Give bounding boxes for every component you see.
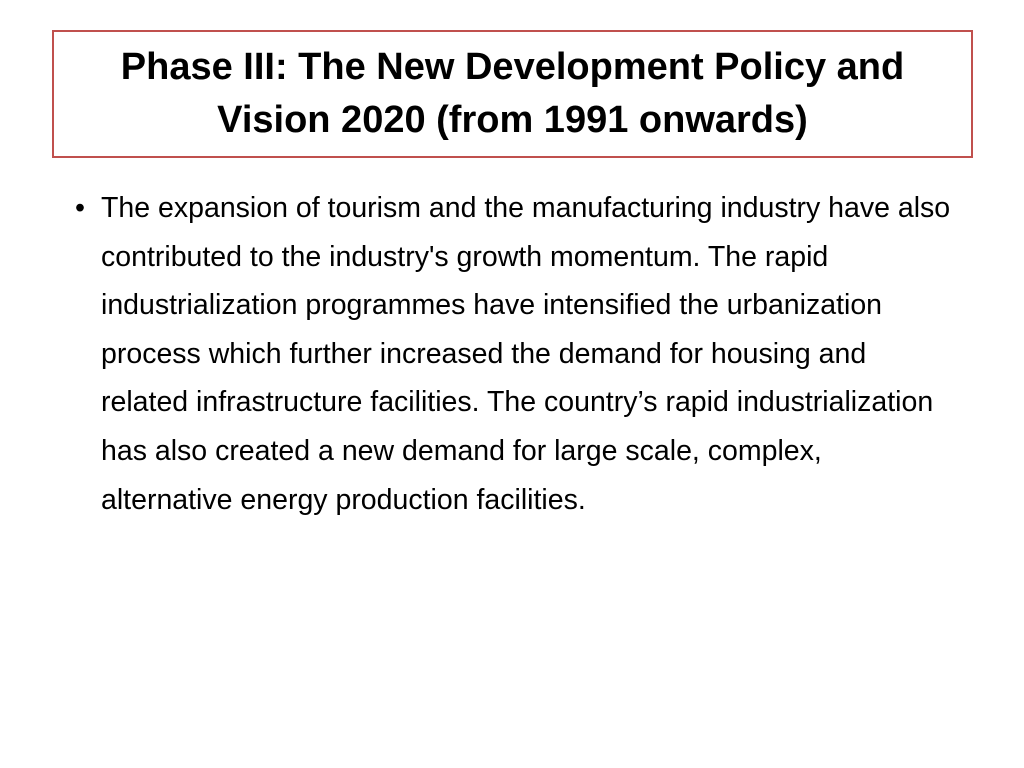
slide-title: Phase III: The New Development Policy an…	[120, 46, 905, 141]
bullet-list: The expansion of tourism and the manufac…	[75, 184, 955, 524]
bullet-item: The expansion of tourism and the manufac…	[75, 184, 955, 524]
title-box: Phase III: The New Development Policy an…	[52, 30, 973, 158]
